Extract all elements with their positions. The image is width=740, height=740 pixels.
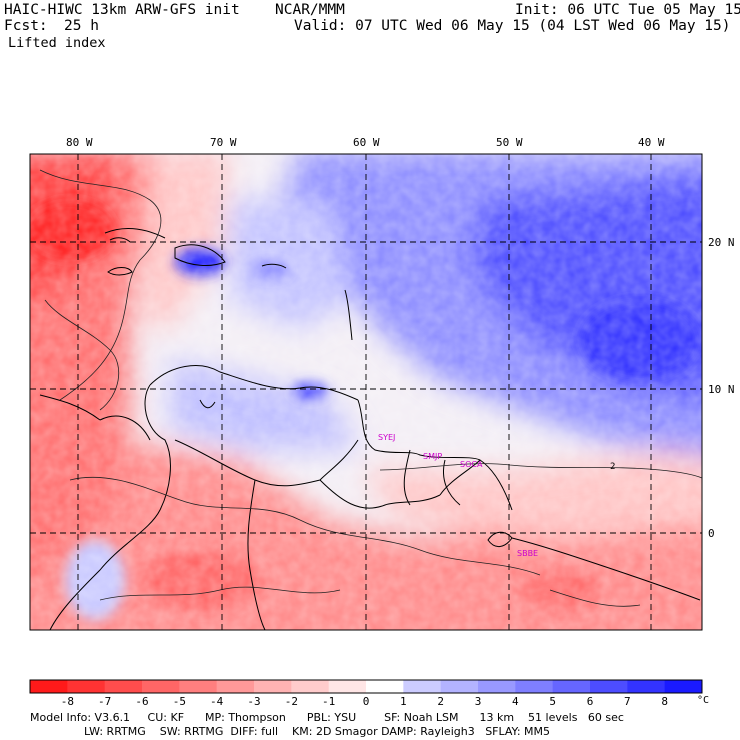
forecast-hour: 25 h (64, 18, 99, 34)
colorbar-tick-label: 5 (549, 695, 556, 708)
station-soca: SOCA (460, 460, 483, 469)
init-time: Init: 06 UTC Tue 05 May 15 (515, 2, 740, 18)
colorbar-swatch (216, 680, 255, 693)
colorbar-swatch (440, 680, 479, 693)
colorbar-swatch (67, 680, 106, 693)
field-name: Lifted index (8, 35, 106, 51)
colorbar-swatch (664, 680, 703, 693)
colorbar-swatch (179, 680, 218, 693)
lat-label-0: 0 (708, 527, 715, 540)
colorbar-swatch (403, 680, 442, 693)
valid-time: Valid: 07 UTC Wed 06 May 15 (04 LST Wed … (294, 18, 731, 34)
lon-label-40w: 40 W (638, 136, 665, 149)
model-info-line2: LW: RRTMG SW: RRTMG DIFF: full KM: 2D Sm… (84, 725, 550, 738)
colorbar-tick-label: -6 (135, 695, 149, 708)
lat-lon-grid (30, 154, 702, 630)
colorbar-swatch (478, 680, 516, 693)
colorbar-tick-label: 3 (474, 695, 482, 708)
colorbar-tick-label: 2 (437, 695, 444, 708)
model-info-line1: Model Info: V3.6.1 CU: KF MP: Thompson P… (30, 711, 624, 724)
colorbar-tick-label: 0 (362, 695, 370, 708)
colorbar-swatch (328, 680, 367, 693)
colorbar-swatch (104, 680, 143, 693)
lon-label-80w: 80 W (66, 136, 93, 149)
colorbar-tick-label: -7 (98, 695, 112, 708)
station-sbbe: SBBE (517, 549, 538, 558)
colorbar-swatch (366, 680, 404, 693)
colorbar-tick-label: 6 (586, 695, 594, 708)
organization-label: NCAR/MMM (275, 2, 345, 18)
colorbar-tick-label: -3 (247, 695, 261, 708)
colorbar-tick-label: -4 (210, 695, 224, 708)
colorbar-swatch (552, 680, 591, 693)
lat-label-20n: 20 N (708, 236, 735, 249)
station-syej: SYEJ (378, 433, 395, 442)
station-smjp: SMJP (423, 452, 442, 461)
lon-label-60w: 60 W (353, 136, 380, 149)
contour-label: 2 (610, 462, 615, 472)
shaded-field (30, 154, 702, 630)
colorbar-unit: °C (697, 695, 710, 706)
colorbar-tick-label: 1 (400, 695, 407, 708)
colorbar-swatch (627, 680, 666, 693)
colorbar-tick-label: -5 (172, 695, 186, 708)
model-title: HAIC-HIWC 13km ARW-GFS init (4, 2, 240, 18)
colorbar-swatch (142, 680, 180, 693)
colorbar-swatch (590, 680, 628, 693)
lon-label-70w: 70 W (210, 136, 237, 149)
colorbar (29, 679, 703, 694)
contours (39, 169, 702, 607)
map-frame (29, 153, 703, 631)
forecast-label: Fcst: (4, 18, 48, 34)
colorbar-swatch (30, 680, 68, 693)
colorbar-frame (29, 679, 703, 694)
colorbar-swatch (515, 680, 554, 693)
colorbar-swatch (291, 680, 330, 693)
colorbar-tick-label: 8 (661, 695, 668, 708)
colorbar-swatch (254, 680, 292, 693)
colorbar-tick-label: -1 (322, 695, 336, 708)
colorbar-tick-label: 4 (512, 695, 519, 708)
colorbar-tick-label: -8 (60, 695, 74, 708)
colorbar-tick-label: 7 (624, 695, 631, 708)
colorbar-tick-label: -2 (284, 695, 298, 708)
lat-label-10n: 10 N (708, 383, 735, 396)
lon-label-50w: 50 W (496, 136, 523, 149)
